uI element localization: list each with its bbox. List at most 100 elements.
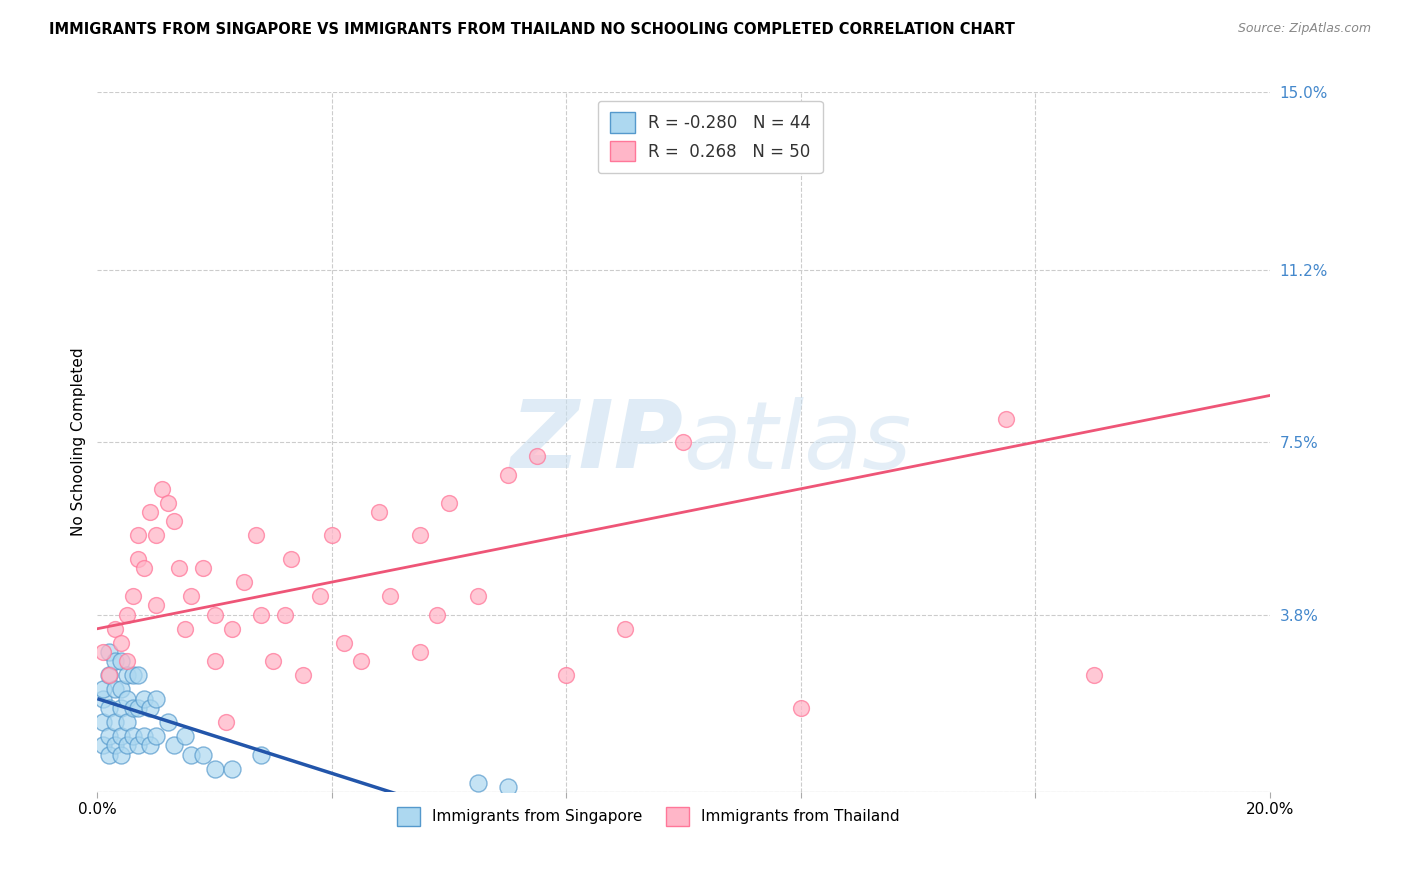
Point	[526, 449, 548, 463]
Point	[409, 645, 432, 659]
Point	[91, 691, 114, 706]
Point	[98, 645, 121, 659]
Point	[139, 739, 162, 753]
Point	[332, 636, 354, 650]
Point	[115, 668, 138, 682]
Point	[204, 607, 226, 622]
Point	[121, 589, 143, 603]
Point	[134, 561, 156, 575]
Point	[104, 739, 127, 753]
Point	[232, 575, 254, 590]
Legend: Immigrants from Singapore, Immigrants from Thailand: Immigrants from Singapore, Immigrants fr…	[389, 799, 907, 833]
Point	[145, 729, 167, 743]
Point	[250, 607, 273, 622]
Text: Source: ZipAtlas.com: Source: ZipAtlas.com	[1237, 22, 1371, 36]
Point	[555, 668, 578, 682]
Point	[145, 528, 167, 542]
Point	[169, 561, 191, 575]
Point	[110, 636, 132, 650]
Point	[250, 747, 273, 762]
Point	[191, 747, 214, 762]
Point	[104, 682, 127, 697]
Point	[672, 435, 695, 450]
Point	[221, 622, 243, 636]
Point	[350, 654, 373, 668]
Point	[91, 645, 114, 659]
Point	[496, 467, 519, 482]
Point	[115, 654, 138, 668]
Point	[104, 654, 127, 668]
Point	[613, 622, 636, 636]
Y-axis label: No Schooling Completed: No Schooling Completed	[72, 348, 86, 536]
Point	[156, 714, 179, 729]
Point	[994, 412, 1017, 426]
Point	[467, 775, 489, 789]
Point	[110, 747, 132, 762]
Point	[134, 729, 156, 743]
Point	[496, 780, 519, 795]
Point	[180, 747, 202, 762]
Point	[280, 551, 302, 566]
Point	[291, 668, 314, 682]
Point	[174, 729, 197, 743]
Point	[98, 729, 121, 743]
Point	[127, 528, 149, 542]
Text: atlas: atlas	[683, 397, 911, 488]
Point	[121, 701, 143, 715]
Point	[127, 739, 149, 753]
Point	[162, 515, 184, 529]
Point	[309, 589, 332, 603]
Point	[110, 682, 132, 697]
Point	[156, 496, 179, 510]
Point	[245, 528, 267, 542]
Point	[162, 739, 184, 753]
Point	[367, 505, 389, 519]
Point	[262, 654, 284, 668]
Point	[467, 589, 489, 603]
Point	[110, 654, 132, 668]
Point	[127, 551, 149, 566]
Point	[180, 589, 202, 603]
Point	[321, 528, 343, 542]
Point	[98, 747, 121, 762]
Point	[104, 714, 127, 729]
Point	[110, 729, 132, 743]
Point	[91, 739, 114, 753]
Point	[150, 482, 173, 496]
Point	[91, 682, 114, 697]
Point	[121, 668, 143, 682]
Point	[191, 561, 214, 575]
Point	[139, 701, 162, 715]
Point	[145, 691, 167, 706]
Point	[790, 701, 813, 715]
Point	[1083, 668, 1105, 682]
Point	[115, 607, 138, 622]
Point	[115, 691, 138, 706]
Point	[98, 701, 121, 715]
Point	[110, 701, 132, 715]
Point	[98, 668, 121, 682]
Point	[115, 739, 138, 753]
Point	[134, 691, 156, 706]
Point	[121, 729, 143, 743]
Point	[104, 622, 127, 636]
Point	[98, 668, 121, 682]
Text: IMMIGRANTS FROM SINGAPORE VS IMMIGRANTS FROM THAILAND NO SCHOOLING COMPLETED COR: IMMIGRANTS FROM SINGAPORE VS IMMIGRANTS …	[49, 22, 1015, 37]
Point	[174, 622, 197, 636]
Point	[274, 607, 297, 622]
Point	[91, 714, 114, 729]
Point	[215, 714, 238, 729]
Point	[409, 528, 432, 542]
Text: ZIP: ZIP	[510, 396, 683, 488]
Point	[221, 762, 243, 776]
Point	[139, 505, 162, 519]
Point	[204, 762, 226, 776]
Point	[115, 714, 138, 729]
Point	[204, 654, 226, 668]
Point	[380, 589, 402, 603]
Point	[127, 701, 149, 715]
Point	[145, 599, 167, 613]
Point	[437, 496, 460, 510]
Point	[426, 607, 449, 622]
Point	[127, 668, 149, 682]
